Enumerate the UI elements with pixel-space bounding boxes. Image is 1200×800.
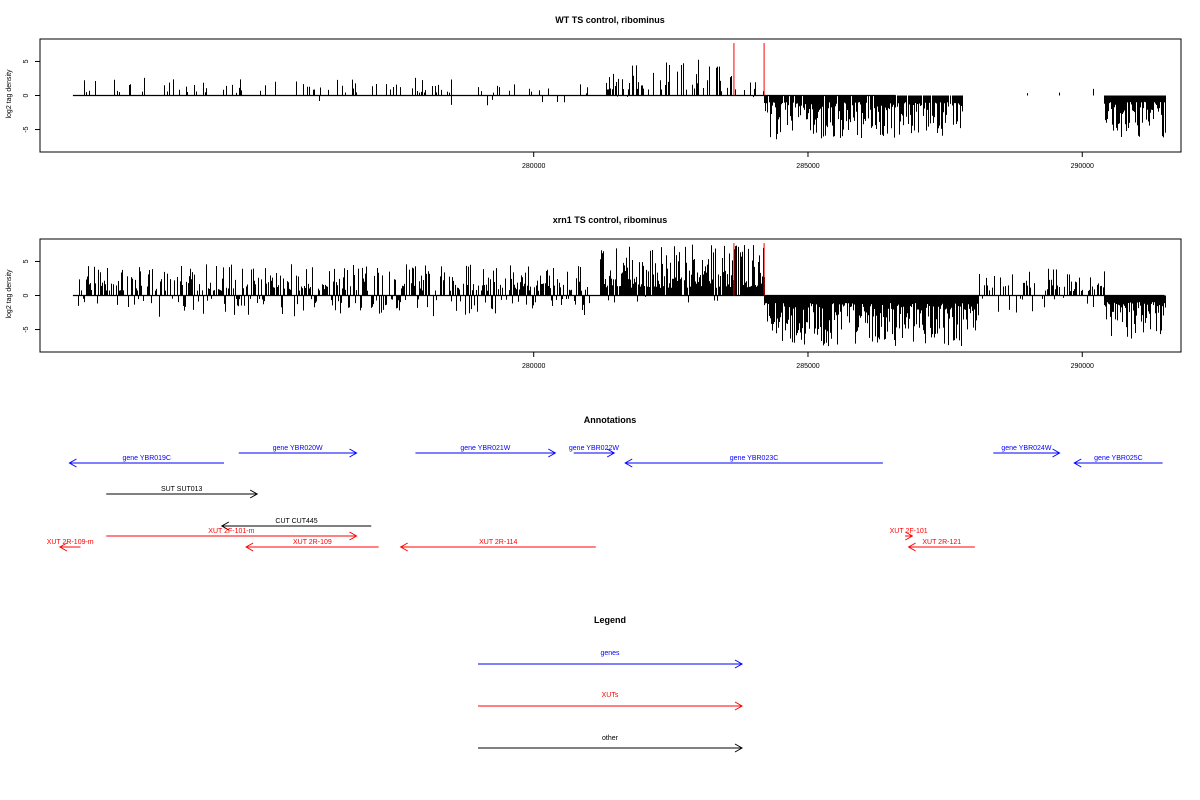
xrn1-track-x-axis: 280000 285000 290000 <box>522 352 1094 370</box>
legend-item-genes: genes <box>478 650 744 669</box>
x-tick-label: 290000 <box>1071 163 1094 170</box>
feature-gene-ybr021w: gene YBR021W <box>415 445 557 458</box>
feature-arrowhead <box>349 448 358 458</box>
x-tick-label: 285000 <box>796 163 819 170</box>
feature-xut-2r-114: XUT 2R-114 <box>399 539 596 552</box>
annotation-title: Annotations <box>584 415 637 425</box>
wt-track-x-axis: 280000 285000 290000 <box>522 152 1094 170</box>
feature-arrowhead <box>68 458 77 468</box>
feature-arrowhead <box>905 531 914 541</box>
wt-track-markers <box>733 43 765 96</box>
feature-arrowhead <box>1073 458 1082 468</box>
wt-track-signal <box>84 59 1166 140</box>
feature-label: XUT 2R-121 <box>922 539 961 546</box>
feature-xut-2r-109: XUT 2R-109 <box>245 539 379 552</box>
legend-arrowhead-other <box>734 743 744 753</box>
x-tick-label: 280000 <box>522 163 545 170</box>
legend-label-other: other <box>602 735 619 742</box>
feature-gene-ybr023c: gene YBR023C <box>624 455 883 468</box>
feature-arrowhead <box>245 542 254 552</box>
legend-item-other: other <box>478 735 744 753</box>
xrn1-track-signal <box>78 244 1166 347</box>
x-tick-label: 280000 <box>522 363 545 370</box>
xrn1-track-title: xrn1 TS control, ribominus <box>553 215 668 225</box>
feature-arrowhead <box>58 542 68 552</box>
y-tick-label: -5 <box>23 126 30 132</box>
feature-arrowhead <box>349 531 358 541</box>
feature-xut-2r-121: XUT 2R-121 <box>907 539 975 552</box>
feature-label: gene YBR020W <box>273 445 323 452</box>
legend-arrowhead-genes <box>734 659 744 669</box>
feature-gene-ybr019c: gene YBR019C <box>68 455 225 468</box>
wt-track-ylabel: log2 tag density <box>6 69 13 119</box>
feature-label: gene YBR021W <box>460 445 510 452</box>
feature-arrowhead <box>220 521 230 531</box>
legend-item-xuts: XUTs <box>478 692 744 711</box>
feature-xut-2f-101: XUT 2F-101 <box>890 528 928 541</box>
annotation-features: gene YBR019C gene YBR020W gene YBR021W gene… <box>47 445 1163 552</box>
x-tick-label: 290000 <box>1071 363 1094 370</box>
feature-arrowhead <box>907 542 916 552</box>
feature-xut-2r-109-m: XUT 2R-109-m <box>47 539 94 552</box>
feature-cut-cut445: CUT CUT445 <box>220 518 372 531</box>
wt-track-y-axis: -5 0 5 <box>23 59 40 133</box>
wt-track-panel: WT TS control, ribominus log2 tag densit… <box>6 15 1182 170</box>
feature-sut-sut013: SUT SUT013 <box>106 486 259 499</box>
x-tick-label: 285000 <box>796 363 819 370</box>
y-tick-label: 5 <box>23 59 30 63</box>
feature-arrowhead <box>624 458 633 468</box>
feature-label: CUT CUT445 <box>275 518 317 525</box>
legend-label-genes: genes <box>600 650 620 657</box>
xrn1-track-y-axis: -5 0 5 <box>23 259 40 333</box>
legend: Legend genes XUTs other <box>478 615 744 753</box>
y-tick-label: -5 <box>23 326 30 332</box>
xrn1-track-panel: xrn1 TS control, ribominus log2 tag dens… <box>6 215 1182 370</box>
y-tick-label: 5 <box>23 259 30 263</box>
feature-gene-ybr020w: gene YBR020W <box>238 445 358 458</box>
feature-label: gene YBR019C <box>122 455 171 462</box>
xrn1-track-ylabel: log2 tag density <box>6 269 13 319</box>
feature-label: XUT 2F-101 <box>890 528 928 535</box>
y-tick-label: 0 <box>23 293 30 297</box>
feature-arrowhead <box>548 448 557 458</box>
feature-arrowhead <box>249 489 259 499</box>
feature-label: XUT 2R-114 <box>479 539 517 546</box>
legend-label-xuts: XUTs <box>602 692 619 699</box>
y-tick-label: 0 <box>23 93 30 97</box>
feature-arrowhead <box>1052 448 1061 458</box>
feature-label: gene YBR025C <box>1094 455 1143 462</box>
feature-arrowhead <box>399 542 408 552</box>
wt-track-title: WT TS control, ribominus <box>555 15 665 25</box>
feature-gene-ybr024w: gene YBR024W <box>993 445 1061 458</box>
feature-label: gene YBR024W <box>1001 445 1051 452</box>
feature-label: gene YBR023C <box>730 455 779 462</box>
feature-label: XUT 2F-101-m <box>208 528 254 535</box>
feature-gene-ybr025c: gene YBR025C <box>1073 455 1163 468</box>
legend-title: Legend <box>594 615 626 625</box>
feature-xut-2f-101-m: XUT 2F-101-m <box>106 528 358 541</box>
feature-gene-ybr022w: gene YBR022W <box>569 445 619 458</box>
feature-label: XUT 2R-109 <box>293 539 332 546</box>
feature-label: gene YBR022W <box>569 445 619 452</box>
feature-arrowhead <box>606 448 616 458</box>
legend-arrowhead-xuts <box>734 701 744 711</box>
xrn1-track-markers <box>733 243 765 296</box>
feature-label: XUT 2R-109-m <box>47 539 94 546</box>
feature-label: SUT SUT013 <box>161 486 203 493</box>
